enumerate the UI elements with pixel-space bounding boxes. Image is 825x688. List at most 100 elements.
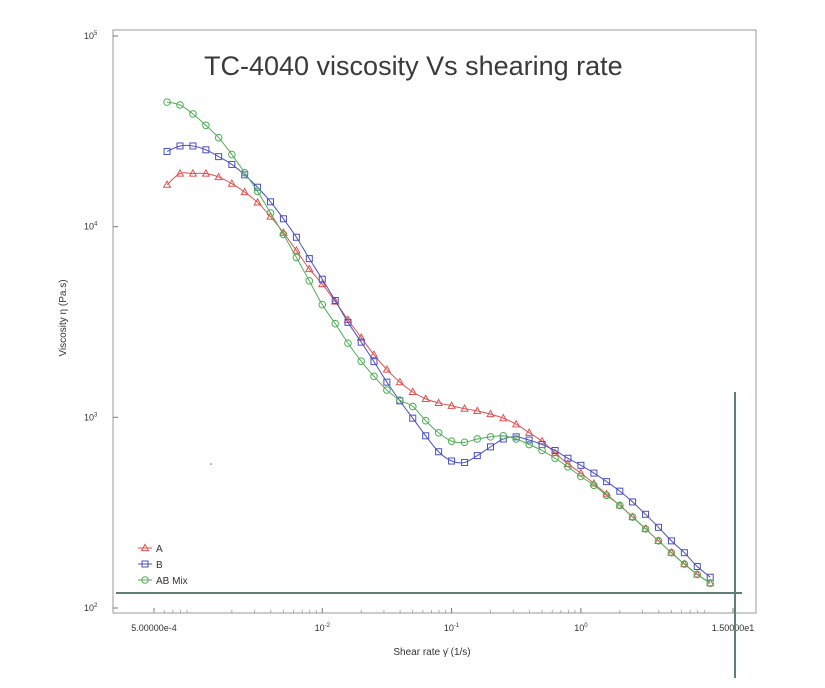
data-point-circle bbox=[292, 253, 301, 262]
data-point-square bbox=[176, 142, 184, 150]
x-tick-label: 100 bbox=[574, 623, 588, 633]
data-point-circle bbox=[370, 372, 378, 381]
data-point-triangle bbox=[693, 569, 702, 578]
data-point-square bbox=[215, 153, 223, 161]
data-point-circle bbox=[602, 491, 611, 500]
data-point-triangle bbox=[705, 578, 715, 587]
x-axis: 5.00000e-4 10-2 10-1 100 1.50000e1 bbox=[131, 608, 754, 633]
data-point-triangle bbox=[589, 478, 599, 487]
data-point-square bbox=[590, 469, 598, 477]
data-point-triangle bbox=[460, 404, 469, 412]
data-point-square bbox=[141, 560, 149, 568]
series-circle bbox=[163, 98, 715, 587]
x-tick-label: 10-1 bbox=[444, 623, 460, 633]
series-group bbox=[162, 98, 715, 587]
data-point-circle bbox=[473, 435, 482, 443]
data-point-triangle bbox=[628, 512, 637, 521]
data-point-circle bbox=[680, 560, 689, 568]
data-point-square bbox=[680, 549, 688, 557]
series-square bbox=[163, 142, 714, 581]
data-point-square bbox=[163, 147, 171, 155]
data-point-circle bbox=[396, 396, 404, 404]
legend-label: AB Mix bbox=[156, 576, 188, 587]
data-point-square bbox=[344, 318, 352, 326]
data-point-circle bbox=[551, 454, 559, 463]
data-point-square bbox=[693, 563, 701, 571]
data-point-circle bbox=[628, 513, 637, 521]
data-point-square bbox=[642, 510, 650, 518]
data-point-square bbox=[473, 452, 481, 460]
data-point-square bbox=[667, 537, 675, 545]
data-point-circle bbox=[357, 357, 365, 365]
data-point-triangle bbox=[473, 406, 482, 415]
data-point-circle bbox=[590, 481, 598, 490]
data-point-triangle bbox=[382, 364, 392, 373]
data-point-circle bbox=[141, 576, 149, 584]
data-point-circle bbox=[706, 579, 715, 587]
data-point-triangle bbox=[408, 387, 418, 395]
y-tick-label: 103 bbox=[84, 412, 98, 422]
y-tick-label: 105 bbox=[84, 31, 98, 41]
data-point-triangle bbox=[318, 279, 327, 288]
data-point-circle bbox=[408, 402, 417, 411]
data-point-circle bbox=[577, 472, 585, 481]
data-point-triangle bbox=[576, 468, 586, 477]
data-point-square bbox=[409, 414, 417, 422]
data-point-triangle bbox=[330, 296, 340, 305]
data-point-square bbox=[331, 296, 339, 304]
data-point-circle bbox=[266, 209, 275, 217]
data-point-square bbox=[629, 498, 637, 506]
data-point-square bbox=[448, 457, 456, 465]
data-point-circle bbox=[512, 435, 521, 443]
data-point-circle bbox=[305, 277, 314, 285]
data-point-circle bbox=[279, 230, 288, 239]
legend-item: A bbox=[138, 543, 163, 555]
data-point-triangle bbox=[356, 332, 366, 341]
x-axis-label: Shear rate γ̇ (1/s) bbox=[393, 647, 470, 658]
x-tick-label: 10-2 bbox=[315, 623, 331, 633]
data-point-square bbox=[292, 233, 300, 241]
data-point-square bbox=[616, 487, 624, 495]
plot-frame bbox=[112, 29, 757, 614]
legend-item: B bbox=[138, 560, 163, 571]
data-point-circle bbox=[383, 386, 391, 394]
data-point-circle bbox=[253, 187, 262, 196]
series-line bbox=[166, 101, 711, 584]
data-point-circle bbox=[616, 501, 624, 510]
data-point-square bbox=[603, 478, 611, 486]
data-point-circle bbox=[240, 168, 249, 177]
data-point-circle bbox=[434, 428, 443, 437]
data-point-circle bbox=[499, 432, 508, 440]
data-point-triangle bbox=[395, 377, 405, 386]
data-point-circle bbox=[667, 548, 676, 557]
data-point-circle bbox=[538, 446, 546, 455]
series-line bbox=[166, 144, 711, 578]
data-point-square bbox=[577, 461, 585, 469]
data-point-square bbox=[279, 215, 287, 223]
data-point-circle bbox=[202, 121, 210, 130]
data-point-square bbox=[551, 446, 559, 454]
legend-item: AB Mix bbox=[138, 576, 188, 587]
data-point-circle bbox=[344, 339, 352, 347]
y-axis: 102 103 104 105 bbox=[84, 31, 118, 613]
data-point-triangle bbox=[511, 419, 521, 428]
data-point-triangle bbox=[175, 168, 185, 177]
data-point-triangle bbox=[214, 172, 223, 181]
data-point-circle bbox=[176, 101, 184, 109]
data-point-square bbox=[305, 255, 313, 263]
data-point-triangle bbox=[162, 180, 172, 188]
data-point-triangle bbox=[305, 264, 314, 273]
data-point-triangle bbox=[227, 179, 237, 187]
x-tick-label: 5.00000e-4 bbox=[131, 623, 177, 633]
data-point-circle bbox=[318, 300, 327, 309]
data-point-triangle bbox=[641, 524, 650, 532]
data-point-triangle bbox=[292, 245, 301, 254]
data-point-square bbox=[357, 338, 365, 346]
legend-label: B bbox=[156, 560, 163, 571]
data-point-square bbox=[654, 523, 662, 531]
stray-dot bbox=[210, 463, 212, 465]
data-point-triangle bbox=[253, 197, 262, 206]
legend-label: A bbox=[156, 544, 163, 555]
data-point-circle bbox=[331, 319, 340, 328]
